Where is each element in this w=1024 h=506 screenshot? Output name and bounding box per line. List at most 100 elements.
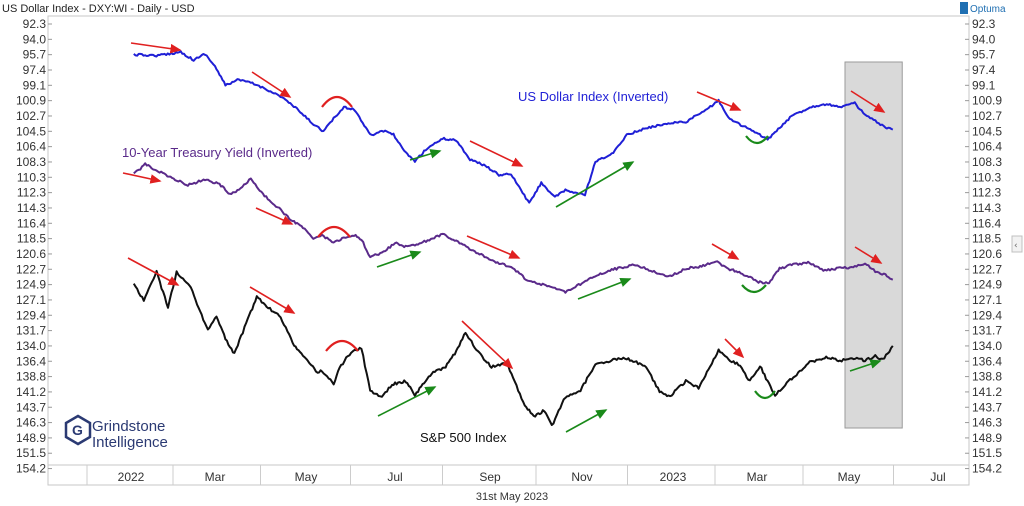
y-tick-right: 92.3 xyxy=(972,17,996,31)
brand-badge: Optuma xyxy=(960,2,1006,15)
red-top-arc xyxy=(325,339,359,352)
label-spx: S&P 500 Index xyxy=(420,430,507,445)
y-tick-right: 136.4 xyxy=(972,354,1002,368)
y-tick-right: 95.7 xyxy=(972,48,996,62)
y-tick-right: 94.0 xyxy=(972,32,996,46)
green-arrow xyxy=(409,149,442,161)
y-tick-left: 106.4 xyxy=(16,140,46,154)
y-tick-right: 99.1 xyxy=(972,78,996,92)
series-line-2 xyxy=(132,269,894,426)
y-tick-left: 143.7 xyxy=(16,400,46,414)
x-tick-label: 2022 xyxy=(118,470,145,484)
y-tick-right: 134.0 xyxy=(972,339,1002,353)
svg-text:Optuma: Optuma xyxy=(970,4,1006,15)
y-tick-left: 102.7 xyxy=(16,109,46,123)
series-line-1 xyxy=(133,162,894,294)
green-arrow xyxy=(376,250,422,268)
y-tick-right: 154.2 xyxy=(972,462,1002,476)
x-axis-band xyxy=(47,464,970,486)
y-tick-left: 95.7 xyxy=(23,48,47,62)
red-arrow xyxy=(724,338,745,359)
x-tick-label: 2023 xyxy=(660,470,687,484)
grindstone-logo: G Grindstone Intelligence xyxy=(64,414,168,451)
red-arrow xyxy=(130,42,182,54)
y-tick-right: 118.5 xyxy=(972,232,1001,246)
logo-line2: Intelligence xyxy=(92,434,168,451)
y-tick-left: 146.3 xyxy=(16,416,46,430)
y-tick-right: 102.7 xyxy=(972,109,1002,123)
y-tick-right: 124.9 xyxy=(972,278,1002,292)
y-tick-left: 94.0 xyxy=(23,32,47,46)
red-arrow xyxy=(249,286,296,314)
x-tick-label: Mar xyxy=(205,470,226,484)
y-tick-right: 100.9 xyxy=(972,94,1002,108)
y-tick-left: 122.7 xyxy=(16,262,46,276)
label-usd: US Dollar Index (Inverted) xyxy=(518,89,668,104)
red-arrow xyxy=(696,91,742,111)
y-tick-left: 100.9 xyxy=(16,94,46,108)
green-arrow xyxy=(555,161,635,208)
green-arrow xyxy=(577,277,632,300)
logo-line1: Grindstone xyxy=(92,418,165,435)
y-tick-left: 141.2 xyxy=(16,385,46,399)
green-arrow xyxy=(849,359,882,372)
green-arrow xyxy=(565,409,608,433)
y-tick-left: 131.7 xyxy=(16,324,46,338)
red-arrow xyxy=(251,71,292,98)
y-tick-right: 148.9 xyxy=(972,431,1002,445)
red-arrow xyxy=(469,140,524,167)
annotation-arrows xyxy=(122,42,886,433)
y-tick-left: 134.0 xyxy=(16,339,46,353)
red-arrow xyxy=(466,235,521,259)
y-tick-left: 118.5 xyxy=(17,232,46,246)
y-tick-right: 116.4 xyxy=(972,216,1001,230)
y-tick-left: 108.3 xyxy=(16,155,46,169)
y-tick-right: 97.4 xyxy=(972,63,996,77)
y-tick-right: 114.3 xyxy=(972,201,1001,215)
footer-date: 31st May 2023 xyxy=(476,491,548,503)
green-bottom-arc xyxy=(754,390,776,400)
y-tick-left: 112.3 xyxy=(17,186,46,200)
y-tick-right: 108.3 xyxy=(972,155,1002,169)
y-tick-right: 106.4 xyxy=(972,140,1002,154)
red-arrow xyxy=(854,246,883,264)
y-tick-right: 127.1 xyxy=(972,293,1002,307)
series-line-0 xyxy=(133,50,894,204)
y-tick-right: 131.7 xyxy=(972,324,1002,338)
y-tick-left: 154.2 xyxy=(16,462,46,476)
y-tick-right: 122.7 xyxy=(972,262,1002,276)
y-tick-right: 143.7 xyxy=(972,400,1002,414)
red-arrow xyxy=(122,172,162,184)
y-tick-left: 127.1 xyxy=(16,293,46,307)
green-bottom-arc xyxy=(741,284,767,294)
green-arrow xyxy=(377,386,437,417)
y-tick-left: 110.3 xyxy=(17,170,46,184)
y-tick-left: 114.3 xyxy=(17,201,46,215)
y-tick-left: 97.4 xyxy=(23,63,47,77)
y-tick-left: 99.1 xyxy=(23,78,47,92)
x-tick-label: Mar xyxy=(747,470,768,484)
y-tick-right: 138.8 xyxy=(972,370,1002,384)
y-tick-left: 92.3 xyxy=(23,17,47,31)
red-top-arc xyxy=(321,95,353,108)
red-arrow xyxy=(461,320,514,370)
y-tick-left: 138.8 xyxy=(16,370,46,384)
x-tick-label: Nov xyxy=(571,470,592,484)
y-tick-right: 146.3 xyxy=(972,416,1002,430)
x-tick-label: May xyxy=(838,470,861,484)
collapse-panel-icon[interactable]: ‹ xyxy=(1011,235,1023,253)
x-tick-label: Jul xyxy=(387,470,402,484)
svg-text:‹: ‹ xyxy=(1014,241,1018,251)
red-arrow xyxy=(255,207,294,225)
y-tick-left: 104.5 xyxy=(16,124,46,138)
red-arrow xyxy=(127,257,180,286)
plot-frame xyxy=(47,15,970,466)
x-tick-label: May xyxy=(295,470,318,484)
y-tick-right: 151.5 xyxy=(972,446,1002,460)
y-tick-left: 136.4 xyxy=(16,354,46,368)
y-tick-left: 148.9 xyxy=(16,431,46,445)
y-tick-right: 104.5 xyxy=(972,124,1002,138)
y-tick-left: 129.4 xyxy=(16,308,46,322)
highlight-region xyxy=(844,61,903,429)
